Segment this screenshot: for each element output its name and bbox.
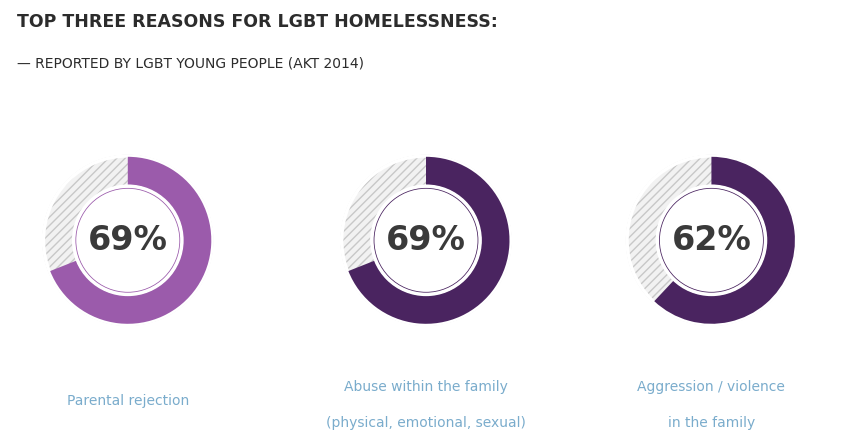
Circle shape	[657, 186, 766, 295]
Text: in the family: in the family	[668, 416, 755, 430]
Wedge shape	[341, 155, 511, 325]
Wedge shape	[654, 157, 795, 324]
Wedge shape	[42, 154, 214, 326]
Wedge shape	[348, 157, 509, 324]
Text: Aggression / violence: Aggression / violence	[637, 380, 786, 394]
Circle shape	[73, 186, 182, 295]
Text: (physical, emotional, sexual): (physical, emotional, sexual)	[326, 416, 526, 430]
Text: 69%: 69%	[386, 224, 466, 257]
Text: 69%: 69%	[88, 224, 168, 257]
Wedge shape	[625, 154, 797, 326]
Wedge shape	[340, 154, 512, 326]
Text: 62%: 62%	[671, 224, 751, 257]
Text: Parental rejection: Parental rejection	[66, 393, 189, 408]
Wedge shape	[626, 155, 797, 325]
Wedge shape	[43, 155, 213, 325]
Text: Abuse within the family: Abuse within the family	[344, 380, 508, 394]
Text: TOP THREE REASONS FOR LGBT HOMELESSNESS:: TOP THREE REASONS FOR LGBT HOMELESSNESS:	[17, 13, 498, 31]
Wedge shape	[50, 157, 211, 324]
Text: — REPORTED BY LGBT YOUNG PEOPLE (AKT 2014): — REPORTED BY LGBT YOUNG PEOPLE (AKT 201…	[17, 57, 364, 71]
Circle shape	[371, 186, 481, 295]
